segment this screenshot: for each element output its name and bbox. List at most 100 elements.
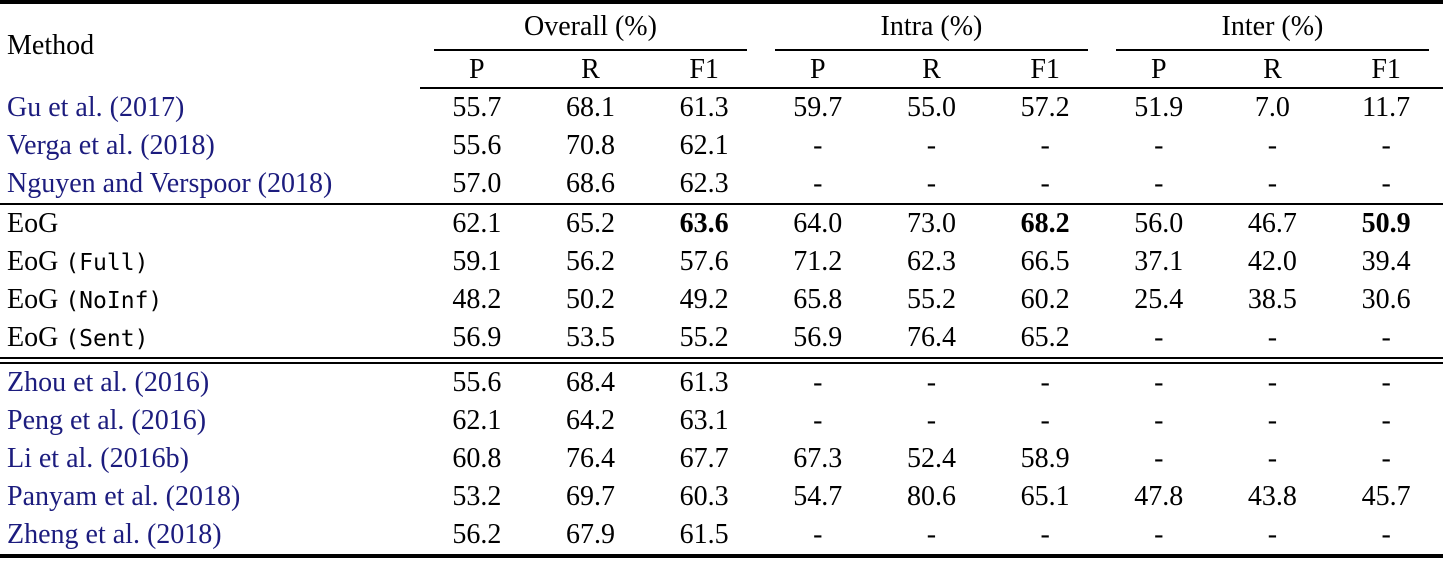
group-header-inter: Inter (%) (1102, 2, 1443, 52)
metric-cell: 65.1 (1020, 481, 1070, 512)
method-cell: EoG (Full) (0, 243, 420, 281)
metric-cell: 62.1 (679, 130, 729, 161)
metric-cell: 55.2 (906, 284, 956, 315)
citation-link[interactable]: Zheng et al. (2018) (7, 519, 222, 550)
metric-cell: - (1154, 367, 1164, 398)
metric-cell: 55.7 (452, 92, 502, 123)
metric-cell: 57.2 (1020, 92, 1070, 123)
citation-link[interactable]: Li et al. (2016b) (7, 443, 189, 474)
metric-cell: 70.8 (565, 130, 615, 161)
metric-cell: 69.7 (565, 481, 615, 512)
metric-cell: 52.4 (906, 443, 956, 474)
method-cell: EoG (NoInf) (0, 281, 420, 319)
metric-cell: 62.1 (452, 208, 502, 239)
metric-cell: - (813, 367, 823, 398)
table-row: EoG (Full) 59.1 56.2 57.6 71.2 62.3 66.5 37.1 42… (0, 243, 1443, 281)
cmidrule-overall (434, 49, 747, 51)
metric-cell: - (1215, 319, 1330, 364)
col-header-inter-r: R (1215, 52, 1330, 89)
group-header-overall: Overall (%) (420, 2, 761, 52)
group-label-overall: Overall (%) (524, 11, 657, 42)
table-section-2: Zhou et al. (2016) 55.6 68.4 61.3- - - - - - Peng… (0, 361, 1443, 557)
group-label-intra: Intra (%) (880, 11, 983, 42)
metric-cell: 63.1 (679, 405, 729, 436)
metric-cell: - (1381, 443, 1391, 474)
citation-link[interactable]: Verga et al. (2018) (7, 130, 215, 161)
metric-cell: 61.5 (679, 519, 729, 550)
method-cell: Nguyen and Verspoor (2018) (0, 165, 420, 205)
metric-cell: 73.0 (906, 208, 956, 239)
metric-cell: 46.7 (1247, 208, 1297, 239)
metric-cell: 11.7 (1362, 92, 1411, 123)
method-label: EoG (7, 246, 59, 277)
table-row: Zheng et al. (2018) 56.2 67.9 61.5 - - - - - - (0, 516, 1443, 556)
metric-cell: - (1154, 405, 1164, 436)
citation-link[interactable]: Gu et al. (2017) (7, 91, 185, 123)
group-header-intra: Intra (%) (761, 2, 1102, 52)
metric-cell: 68.6 (533, 165, 648, 205)
metric-cell: 59.1 (452, 246, 502, 277)
metric-cell: - (1215, 165, 1330, 205)
metric-cell: - (760, 165, 875, 205)
metric-cell: - (813, 130, 823, 161)
method-label: EoG (7, 284, 59, 315)
table-row: EoG (NoInf) 48.2 50.2 49.2 65.8 55.2 60.2 25.4 3… (0, 281, 1443, 319)
table-section-1: EoG 62.1 65.2 63.6 64.0 73.0 68.2 56.0 46.7 50.9 E… (0, 204, 1443, 364)
metric-cell: 67.3 (793, 443, 843, 474)
metric-cell: 49.2 (679, 284, 729, 315)
metric-cell: - (1267, 443, 1278, 474)
metric-cell: 42.0 (1247, 246, 1297, 277)
metric-cell: - (926, 405, 937, 436)
metric-cell: - (1101, 319, 1216, 364)
metric-cell: 38.5 (1247, 284, 1297, 315)
metric-cell: 43.8 (1247, 481, 1297, 512)
metric-cell: 53.2 (452, 481, 502, 512)
metric-cell: - (874, 165, 989, 205)
table-row: EoG 62.1 65.2 63.6 64.0 73.0 68.2 56.0 46.7 50.9 (0, 204, 1443, 243)
metric-cell: 56.2 (565, 246, 615, 277)
metric-cell: 51.9 (1134, 92, 1184, 123)
method-cell: EoG (Sent) (0, 319, 420, 364)
metric-cell: 68.1 (565, 92, 615, 123)
metric-cell: 30.6 (1361, 284, 1411, 315)
metric-cell: - (1101, 165, 1216, 205)
col-header-overall-r: R (533, 52, 648, 89)
metric-cell: 61.3 (679, 367, 729, 398)
table-row: Verga et al. (2018) 55.6 70.8 62.1 - - - - - - (0, 127, 1443, 165)
citation-link[interactable]: Nguyen and Verspoor (2018) (7, 168, 333, 199)
col-header-inter-p: P (1101, 52, 1216, 89)
metric-cell: 57.6 (679, 246, 729, 277)
metric-cell: - (813, 405, 823, 436)
citation-link[interactable]: Panyam et al. (2018) (7, 481, 241, 512)
citation-link[interactable]: Peng et al. (2016) (7, 405, 207, 436)
col-header-intra-f1: F1 (988, 52, 1102, 89)
metric-cell: 56.9 (760, 319, 875, 364)
metric-cell: 80.6 (906, 481, 956, 512)
table-row: Nguyen and Verspoor (2018) 57.0 68.6 62.3- -… (0, 165, 1443, 205)
metric-cell: 65.2 (988, 319, 1102, 364)
metric-cell: 65.8 (793, 284, 843, 315)
metric-cell: - (1381, 367, 1391, 398)
metric-cell: 53.5 (533, 319, 648, 364)
metric-cell: - (1040, 519, 1050, 550)
metric-cell: 62.1 (452, 405, 502, 436)
metric-cell: - (1040, 367, 1050, 398)
metric-cell: 50.2 (565, 284, 615, 315)
metric-cell: 68.4 (565, 367, 615, 398)
metric-cell: 54.7 (793, 481, 843, 512)
col-header-overall-f1: F1 (647, 52, 761, 89)
method-header-label: Method (7, 30, 95, 61)
metric-cell: 61.3 (679, 92, 729, 123)
metric-cell: 55.0 (906, 92, 956, 123)
metric-cell: 50.9 (1361, 208, 1411, 239)
metric-cell: 65.2 (565, 208, 615, 239)
citation-link[interactable]: Zhou et al. (2016) (7, 367, 210, 398)
metric-cell: 39.4 (1361, 246, 1411, 277)
metric-cell: 58.9 (1020, 443, 1070, 474)
metric-cell: 56.2 (452, 519, 502, 550)
metric-cell: - (926, 367, 937, 398)
metric-cell: 71.2 (793, 246, 843, 277)
metric-cell: 55.2 (647, 319, 761, 364)
method-label: EoG (7, 322, 59, 353)
